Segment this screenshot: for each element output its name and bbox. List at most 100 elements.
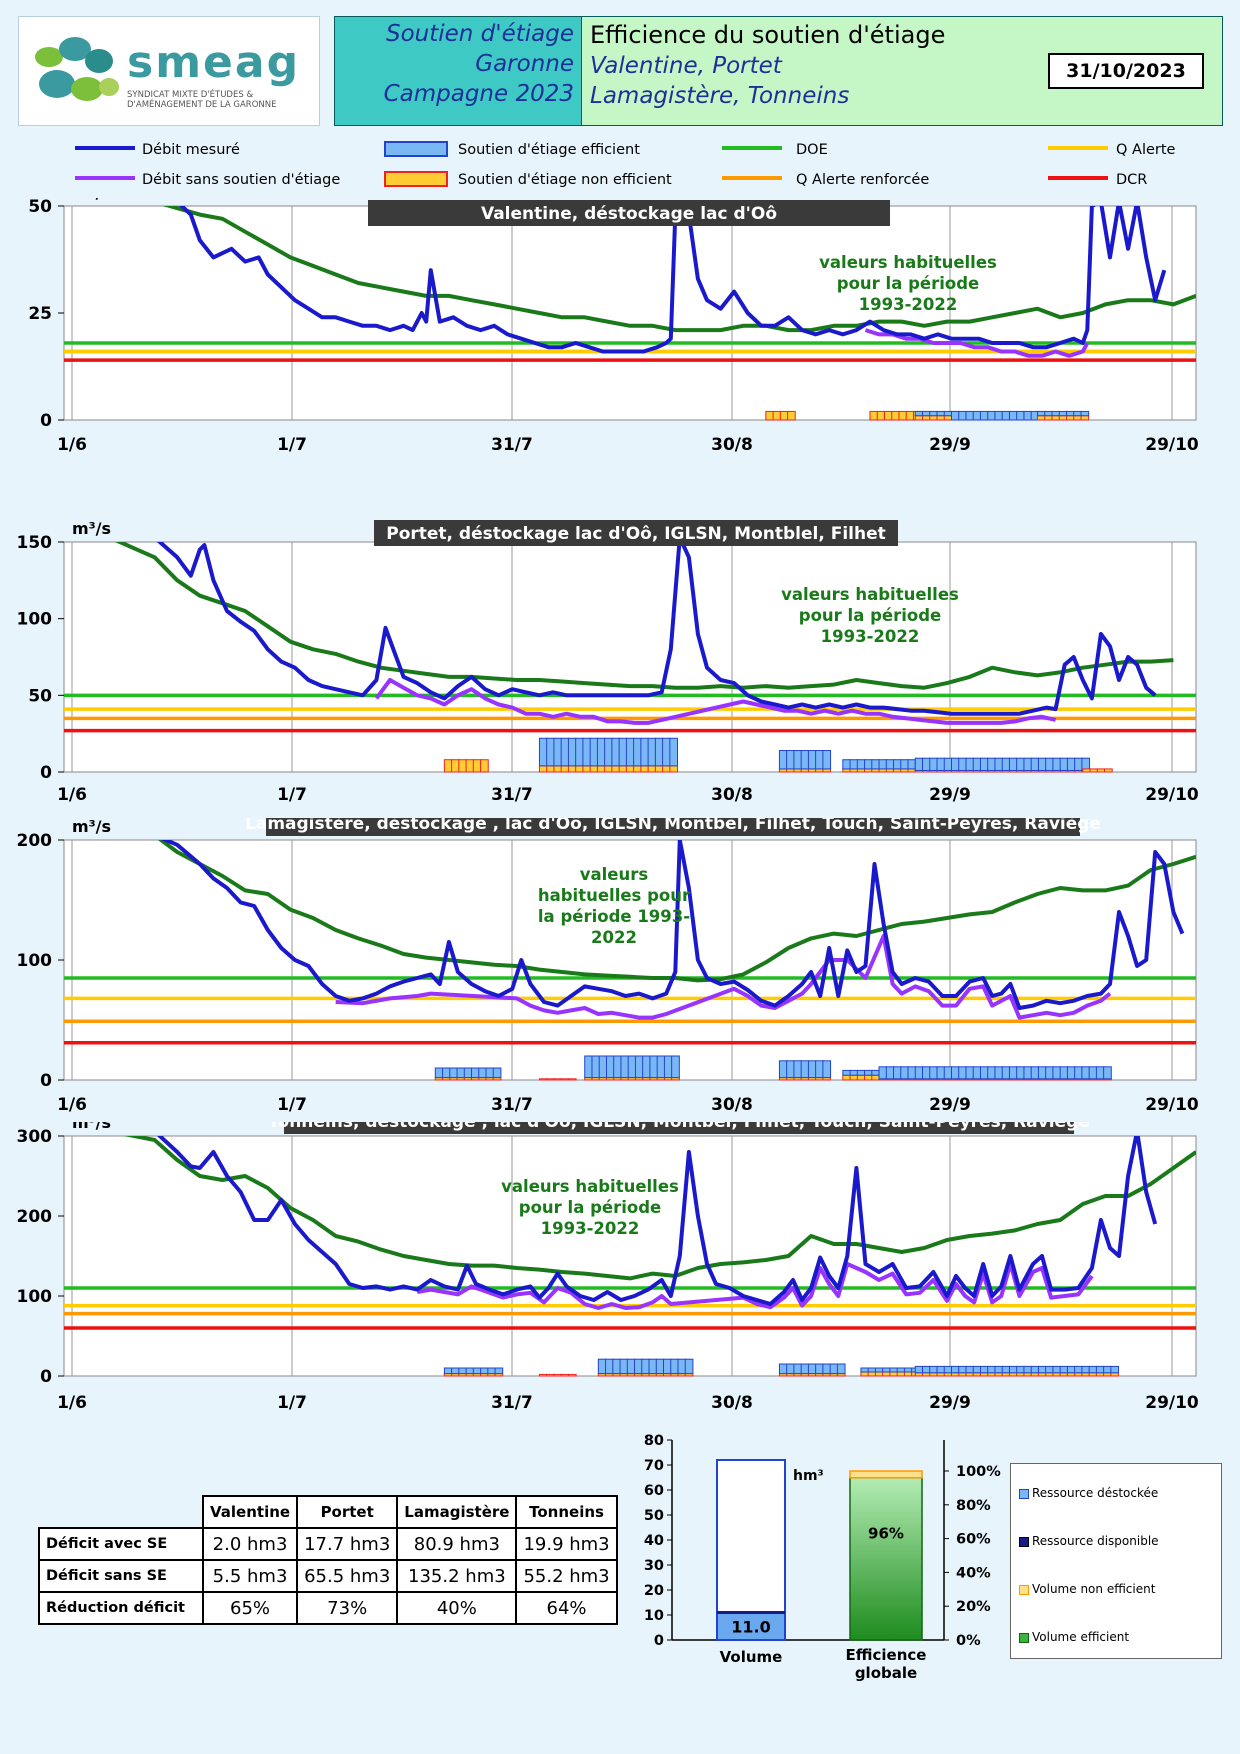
bar-non-efficient: [625, 765, 635, 773]
usual-values-annotation: la période 1993-: [538, 907, 690, 926]
bar-non-efficient: [765, 410, 775, 421]
bar-efficient: [1066, 757, 1076, 771]
bar-efficient: [553, 737, 563, 767]
bar-non-efficient: [560, 765, 570, 773]
chart-title-bg: [374, 520, 898, 546]
y2-tick-label: 100%: [956, 1464, 1001, 1480]
x-tick-label: 1/6: [57, 1095, 87, 1115]
series-without_se: [335, 934, 1112, 1020]
bar-efficient: [994, 1365, 1004, 1374]
bar-efficient: [889, 1367, 899, 1373]
bar-efficient: [1023, 1066, 1033, 1080]
x-tick-label: 29/10: [1145, 785, 1199, 805]
bar-efficient: [656, 1055, 666, 1079]
bar-efficient: [914, 1066, 924, 1080]
bar-efficient: [842, 759, 851, 770]
table-cell: 19.9 hm3: [515, 1527, 618, 1561]
chart-title-bg: [368, 200, 890, 226]
bar-efficient: [1073, 410, 1082, 417]
bar-efficient: [842, 1069, 851, 1076]
series-without_se: [864, 328, 1090, 358]
bar-non-efficient: [538, 765, 548, 773]
deficit-summary-table: Valentine Portet Lamagistère Tonneins Dé…: [38, 1495, 618, 1625]
bar-efficient: [950, 410, 960, 421]
bar-non-efficient: [604, 765, 613, 773]
table-row: Réduction déficit 65% 73% 40% 64%: [38, 1591, 618, 1625]
bar-efficient: [856, 759, 866, 770]
bar-non-efficient: [560, 1078, 570, 1081]
logo-wordmark: smeag: [127, 37, 301, 88]
y2-tick-label: 20%: [956, 1599, 991, 1615]
x-tick-label: 29/9: [929, 1393, 971, 1413]
bar-efficient: [1023, 410, 1033, 421]
y-tick-label: 30: [644, 1558, 664, 1574]
bar-efficient: [922, 1066, 931, 1080]
bar-efficient: [1066, 1365, 1076, 1374]
bar-efficient: [619, 1358, 629, 1375]
bar-non-efficient: [905, 410, 915, 421]
bar-non-efficient: [546, 1373, 555, 1377]
bar-efficient: [494, 1367, 504, 1375]
bar-efficient: [979, 757, 989, 771]
bar-efficient: [994, 1066, 1004, 1080]
bar-non-efficient: [472, 759, 482, 773]
bar-efficient: [979, 410, 989, 421]
bar-efficient: [786, 1060, 795, 1079]
series-measured: [178, 206, 1167, 354]
table-corner: [39, 1496, 203, 1528]
volume-chart-legend: Ressource déstockée Ressource disponible…: [1010, 1463, 1222, 1659]
bar-efficient: [471, 1067, 480, 1079]
bar-non-efficient: [611, 765, 621, 773]
plot-area: [63, 205, 1197, 421]
y-tick-label: 25: [28, 304, 52, 324]
chart-title-bg: [266, 818, 1080, 836]
usual-values-annotation: pour la période: [837, 274, 979, 293]
data-label: 96%: [868, 1525, 904, 1543]
bar-non-efficient: [560, 1373, 570, 1377]
bar-efficient: [626, 1358, 636, 1375]
chart-legend: Débit mesuré Débit sans soutien d'étiage…: [0, 138, 1240, 194]
bar-non-efficient: [922, 415, 931, 421]
bar-efficient: [829, 1363, 839, 1375]
bar-efficient: [1045, 1066, 1054, 1080]
legend-item: Volume efficient: [1019, 1630, 1129, 1644]
chart-title: Lamagistère, déstockage , lac d'Oô, IGLS…: [245, 818, 1101, 836]
bar-efficient: [1016, 757, 1025, 771]
bar-efficient: [979, 1066, 989, 1080]
x-tick-label: 29/10: [1145, 1393, 1199, 1413]
bar-efficient: [849, 759, 859, 770]
bar-non-efficient: [867, 1371, 877, 1377]
bar-efficient: [936, 1365, 946, 1374]
legend-label: DOE: [796, 142, 828, 158]
bar-efficient: [958, 1365, 967, 1374]
bar-efficient: [560, 737, 570, 767]
y-tick-label: 50: [28, 198, 52, 217]
y2-tick-label: 0%: [956, 1633, 981, 1649]
y-tick-label: 60: [644, 1483, 664, 1499]
x-tick-label: 30/8: [711, 1095, 753, 1115]
bar-efficient: [485, 1067, 495, 1079]
table-cell: 2.0 hm3: [201, 1527, 299, 1561]
bar-non-efficient: [896, 1371, 906, 1377]
bar-efficient: [822, 1060, 832, 1079]
legend-swatch-without-se: [75, 176, 135, 180]
bar-efficient: [1044, 410, 1053, 417]
y2-tick-label: 80%: [956, 1498, 991, 1514]
bar-efficient: [589, 737, 599, 767]
legend-item: Ressource déstockée: [1019, 1486, 1158, 1500]
bar-non-efficient: [1080, 415, 1090, 421]
bar-efficient: [1110, 1365, 1120, 1374]
bar-efficient: [620, 1055, 630, 1079]
x-tick-label: 29/9: [929, 1095, 971, 1115]
legend-label: Ressource disponible: [1032, 1534, 1159, 1548]
bar-efficient: [1066, 1066, 1076, 1080]
bar-efficient: [822, 750, 832, 770]
bar-efficient: [627, 1055, 637, 1079]
bar-non-efficient: [883, 410, 893, 421]
bar-non-efficient: [864, 1074, 873, 1081]
series-usual: [157, 840, 1196, 983]
bar-efficient: [864, 759, 873, 770]
bar-non-efficient: [1082, 768, 1091, 773]
bar-efficient: [1052, 1365, 1062, 1374]
bar-efficient: [900, 759, 909, 770]
